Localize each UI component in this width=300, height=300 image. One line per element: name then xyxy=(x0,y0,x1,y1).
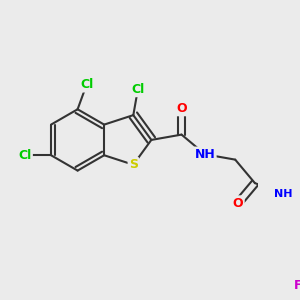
Text: NH: NH xyxy=(274,189,293,199)
Text: Cl: Cl xyxy=(80,78,93,91)
Text: F: F xyxy=(294,279,300,292)
Text: NH: NH xyxy=(195,148,215,161)
Text: Cl: Cl xyxy=(131,83,145,96)
Text: O: O xyxy=(176,102,187,115)
Text: Cl: Cl xyxy=(18,149,32,162)
Text: O: O xyxy=(233,196,244,210)
Text: S: S xyxy=(129,158,138,171)
